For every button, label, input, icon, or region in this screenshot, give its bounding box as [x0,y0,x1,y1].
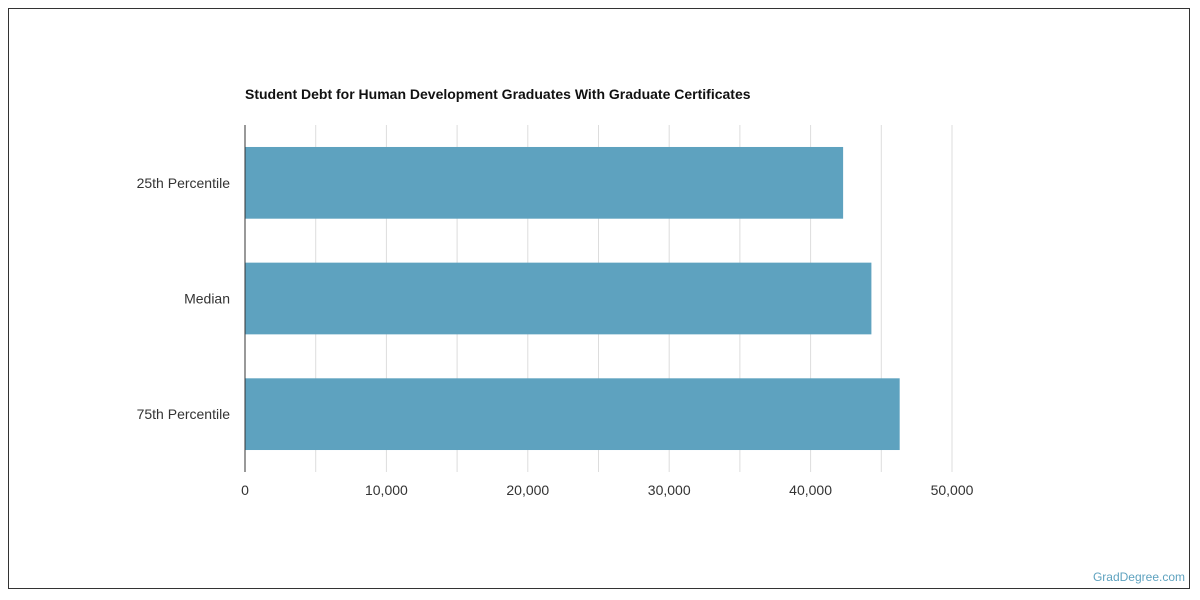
watermark[interactable]: GradDegree.com [1092,570,1185,584]
bar-75th-percentile [245,378,900,451]
bar-25th-percentile [245,146,844,219]
x-tick-label: 30,000 [648,482,691,498]
category-label: 75th Percentile [137,406,231,422]
x-tick-label: 40,000 [789,482,832,498]
category-label: 25th Percentile [137,175,231,191]
chart-title: Student Debt for Human Development Gradu… [245,86,751,102]
chart-frame [8,8,1190,589]
category-label: Median [184,291,230,307]
x-tick-label: 50,000 [931,482,974,498]
x-tick-label: 20,000 [506,482,549,498]
bar-median [245,262,872,335]
x-tick-label: 10,000 [365,482,408,498]
x-tick-label: 0 [241,482,249,498]
